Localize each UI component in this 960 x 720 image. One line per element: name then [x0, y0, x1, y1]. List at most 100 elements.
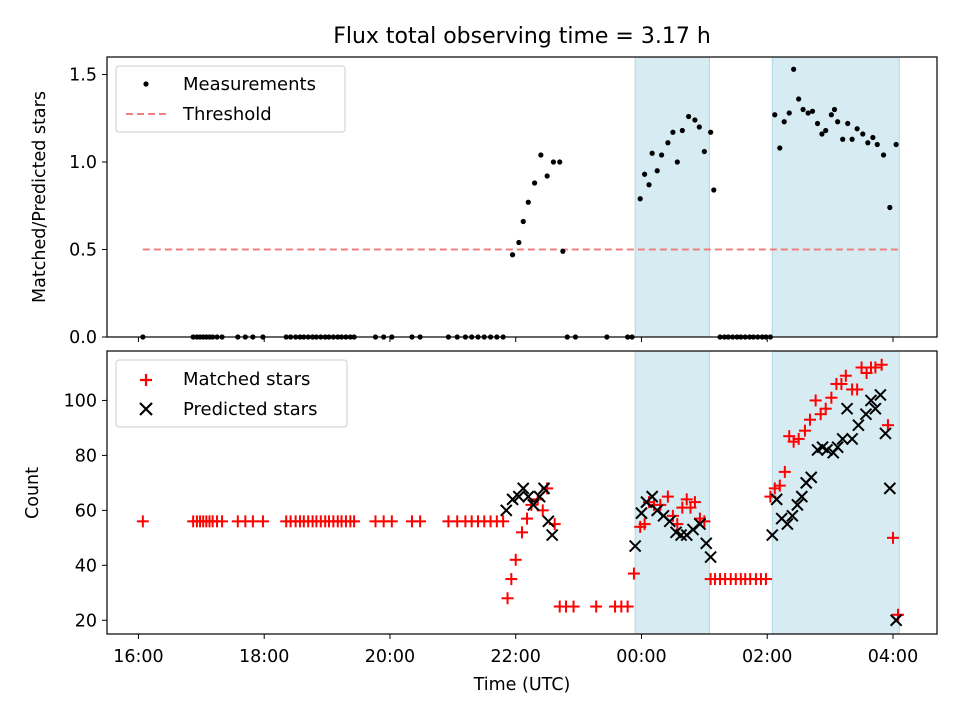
matched-star-point	[680, 493, 693, 506]
matched-star-point	[521, 512, 534, 525]
predicted-star-point	[781, 517, 794, 531]
bottom-panel: 20 40 60 80 100 16:00 18:00 20:00 22:00 00:00 02:…	[23, 350, 938, 695]
legend-measurements-label: Measurements	[183, 74, 316, 95]
chart-title: Flux total observing time = 3.17 h	[333, 24, 711, 49]
measurement-point	[516, 239, 522, 246]
shaded-interval	[771, 56, 900, 338]
x-tick-label: 16:00	[113, 647, 163, 667]
predicted-star-point	[500, 504, 513, 517]
bottom-legend-box	[115, 359, 348, 428]
measurement-point	[520, 218, 526, 225]
y-tick-label: 1.5	[69, 66, 97, 86]
predicted-stars-points	[500, 388, 903, 627]
predicted-star-point	[542, 515, 555, 528]
y-tick-label: 20	[75, 611, 97, 631]
predicted-star-point	[770, 493, 783, 506]
matched-star-point	[590, 600, 603, 613]
y-tick-label: 1.0	[69, 153, 97, 173]
matched-star-point	[881, 419, 894, 432]
predicted-star-point	[864, 394, 878, 407]
bottom-y-axis: 20 40 60 80 100	[64, 391, 107, 631]
shaded-interval	[634, 56, 710, 338]
legend-matched-marker	[140, 374, 152, 386]
measurement-point	[550, 159, 557, 165]
predicted-star-point	[852, 418, 865, 432]
matched-star-point	[778, 465, 791, 478]
measurement-point	[805, 110, 811, 116]
matched-star-point	[803, 413, 816, 426]
predicted-star-point	[859, 407, 873, 421]
predicted-star-point	[874, 388, 887, 402]
bottom-legend: Matched stars Predicted stars	[115, 359, 348, 428]
measurement-point	[658, 152, 665, 158]
matched-star-point	[385, 515, 398, 528]
matched-star-point	[627, 567, 640, 580]
x-tick-label: 02:00	[742, 647, 792, 667]
matched-star-point	[773, 479, 786, 492]
bottom-x-axis: 16:00 18:00 20:00 22:00 00:00 02:00 04:00	[113, 634, 918, 667]
matched-star-point	[688, 496, 701, 509]
measurement-point	[814, 120, 821, 127]
measurement-point	[679, 127, 685, 134]
predicted-star-point	[869, 402, 882, 415]
legend-matched-label: Matched stars	[183, 369, 310, 390]
measurement-point	[849, 136, 855, 142]
measurement-point	[870, 134, 876, 141]
measurement-point	[880, 152, 887, 158]
measurement-point	[823, 127, 829, 134]
measurement-point	[692, 117, 698, 123]
matched-star-point	[809, 394, 822, 407]
measurement-point	[887, 204, 893, 211]
top-legend-box	[115, 65, 346, 133]
predicted-star-point	[628, 539, 642, 553]
measurement-point	[828, 112, 834, 118]
x-axis-label: Time (UTC)	[473, 675, 571, 695]
matched-star-point	[792, 432, 805, 445]
predicted-star-point	[883, 482, 897, 495]
predicted-star-point	[766, 528, 779, 542]
measurement-point	[686, 113, 692, 120]
legend-threshold-label: Threshold	[182, 104, 272, 125]
measurement-point	[637, 196, 643, 202]
measurement-point	[560, 248, 566, 254]
bottom-shaded-regions	[634, 350, 900, 635]
predicted-star-point	[512, 490, 526, 503]
measurement-point	[538, 152, 544, 158]
matched-star-point	[869, 361, 882, 374]
matched-star-point	[414, 515, 427, 528]
top-panel: 0.0 0.5 1.0 1.5 Matched/Predicted stars Mea…	[30, 56, 938, 348]
bottom-y-axis-label: Count	[23, 467, 43, 519]
legend-predicted-marker	[139, 402, 153, 416]
measurement-point	[509, 252, 516, 258]
matched-star-point	[768, 482, 781, 495]
matched-stars-points	[136, 358, 905, 621]
predicted-star-point	[522, 490, 535, 503]
predicted-star-point	[879, 427, 892, 440]
measurement-point	[854, 126, 860, 132]
predicted-star-point	[831, 440, 844, 454]
legend-predicted-label: Predicted stars	[183, 399, 317, 420]
measurement-point	[796, 96, 802, 102]
measurement-point	[800, 106, 806, 113]
predicted-star-point	[786, 509, 799, 523]
predicted-star-point	[674, 528, 688, 542]
predicted-star-point	[704, 550, 717, 564]
x-tick-label: 18:00	[239, 647, 289, 667]
predicted-star-point	[527, 498, 540, 512]
measurement-point	[646, 182, 652, 188]
matched-star-point	[839, 369, 852, 382]
matched-star-point	[497, 515, 510, 528]
matched-star-point	[875, 358, 888, 371]
measurement-point	[701, 148, 707, 155]
shaded-interval	[634, 350, 710, 635]
matched-star-point	[666, 509, 679, 522]
predicted-star-point	[506, 493, 519, 506]
measurement-point	[781, 119, 787, 125]
matched-star-point	[798, 424, 811, 437]
x-tick-label: 04:00	[868, 647, 918, 667]
predicted-star-point	[686, 523, 700, 536]
y-tick-label: 0.5	[69, 241, 97, 261]
matched-star-point	[759, 573, 772, 586]
predicted-star-point	[693, 517, 707, 531]
y-tick-label: 100	[64, 391, 97, 411]
